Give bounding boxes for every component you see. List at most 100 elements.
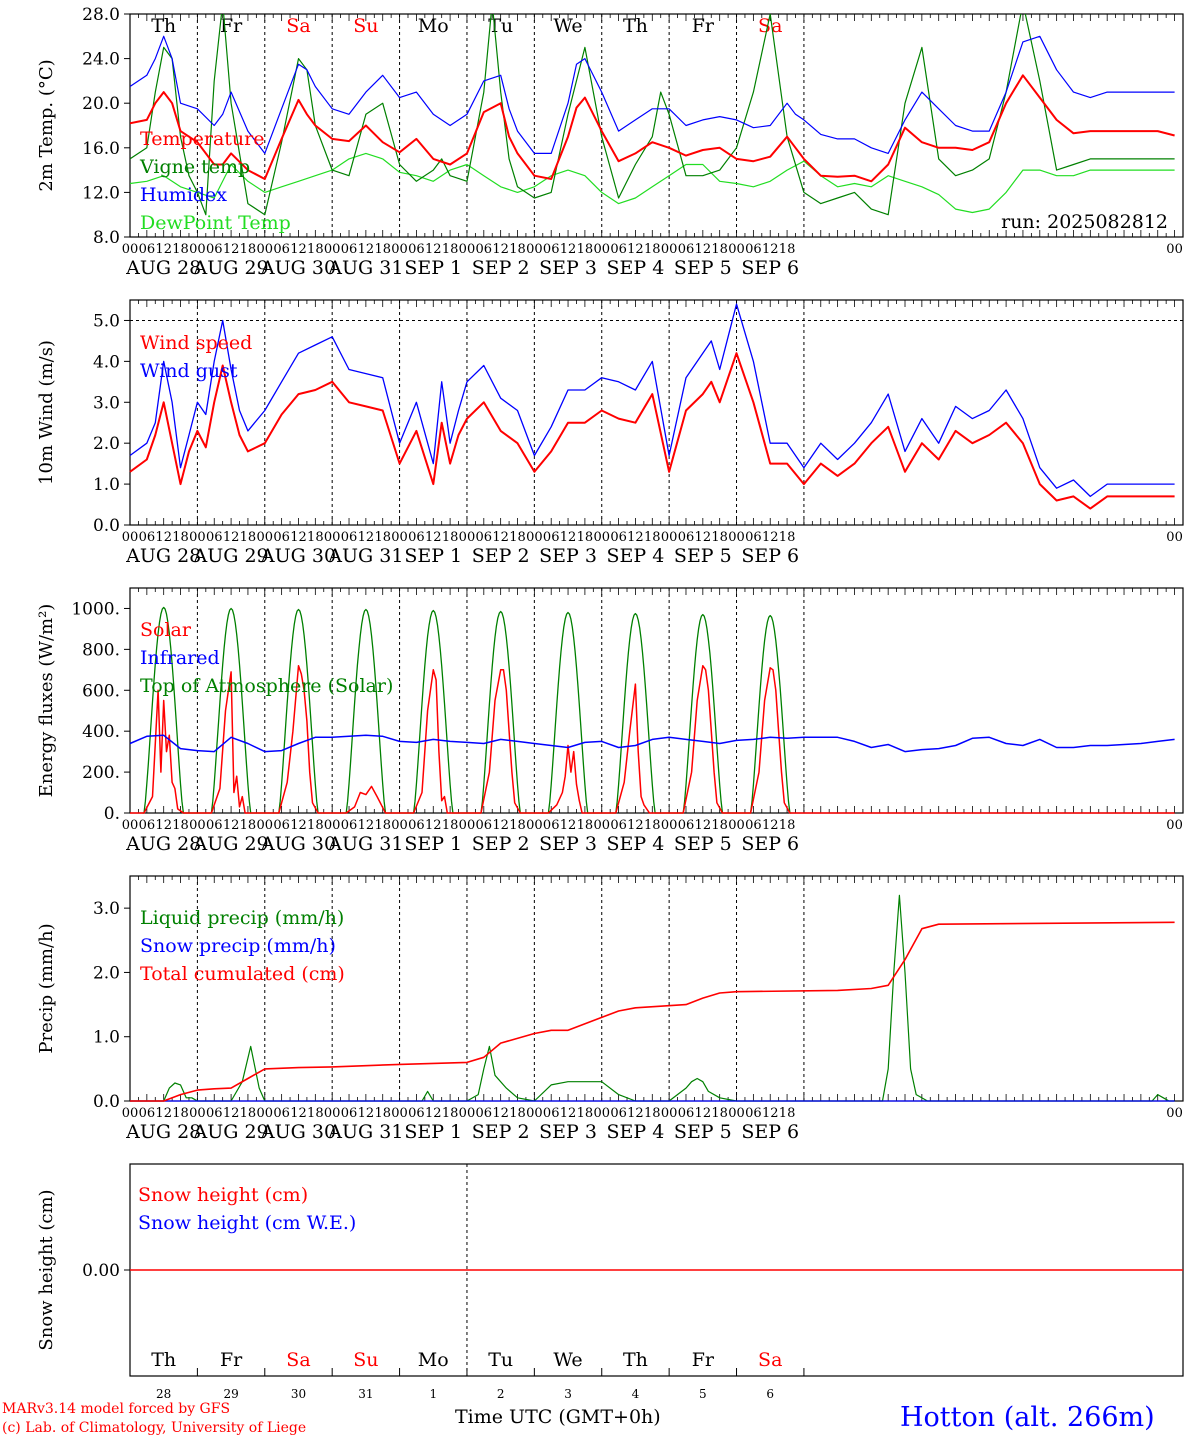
hour-tick-label: 00	[526, 818, 543, 833]
hour-tick-label: 12	[695, 242, 712, 257]
hour-tick-label: 06	[610, 818, 627, 833]
hour-tick-label: 00	[122, 1106, 139, 1121]
hour-tick-label: 06	[408, 818, 425, 833]
day-number-label: 2	[497, 1387, 505, 1401]
snow-y-label: Snow height (cm)	[36, 1189, 57, 1350]
hour-tick-label: 18	[644, 818, 661, 833]
day-number-label: 1	[429, 1387, 437, 1401]
hour-tick-label: 12	[425, 1106, 442, 1121]
hour-tick-label: 06	[678, 530, 695, 545]
hour-tick-label: 18	[644, 242, 661, 257]
date-label: AUG 31	[327, 257, 403, 279]
weekday-label: Th	[623, 1349, 648, 1371]
hour-tick-label: 12	[425, 818, 442, 833]
panel-0-frame	[129, 13, 1184, 238]
temp-y-tick-label: 20.0	[82, 94, 120, 114]
precip-legend-1: Snow precip (mm/h)	[140, 935, 336, 957]
hour-tick-label: 18	[172, 818, 189, 833]
hour-tick-label: 18	[374, 818, 391, 833]
hour-tick-label: 00	[1166, 818, 1183, 833]
hour-tick-label: 12	[492, 818, 509, 833]
weekday-label: Mo	[418, 1349, 449, 1371]
hour-tick-label: 18	[779, 530, 796, 545]
date-label: SEP 6	[741, 833, 799, 855]
hour-tick-label: 06	[678, 1106, 695, 1121]
date-label: SEP 1	[404, 833, 462, 855]
hour-tick-label: 06	[206, 818, 223, 833]
hour-tick-label: 06	[610, 242, 627, 257]
hour-tick-label: 18	[509, 818, 526, 833]
hour-tick-label: 12	[762, 530, 779, 545]
wind-line	[129, 352, 1175, 510]
cumulated-precip-line	[130, 921, 1175, 1102]
date-label: SEP 4	[607, 257, 665, 279]
date-label: SEP 6	[741, 1121, 799, 1143]
weekday-label: Fr	[220, 15, 243, 37]
hour-tick-label: 18	[374, 1106, 391, 1121]
energy-legend-0: Solar	[140, 619, 192, 641]
hour-tick-label: 12	[425, 242, 442, 257]
hour-tick-label: 00	[189, 1106, 206, 1121]
hour-tick-label: 00	[324, 818, 341, 833]
hour-tick-label: 12	[560, 1106, 577, 1121]
hour-tick-label: 12	[155, 1106, 172, 1121]
date-label: AUG 28	[125, 545, 201, 567]
energy-y-tick-label: 400.	[82, 722, 120, 742]
date-label: SEP 4	[607, 1121, 665, 1143]
hour-tick-label: 18	[442, 530, 459, 545]
hour-tick-label: 00	[526, 530, 543, 545]
hour-tick-label: 00	[189, 242, 206, 257]
wind-legend-0: Wind speed	[140, 332, 252, 354]
wind-y-tick-label: 3.0	[93, 393, 120, 413]
hour-tick-label: 00	[661, 1106, 678, 1121]
hour-tick-label: 12	[762, 1106, 779, 1121]
energy-legend-1: Infrared	[140, 647, 220, 669]
temp-legend-2: Humidex	[140, 184, 227, 206]
precip-y-tick-label: 2.0	[93, 963, 120, 983]
date-label: SEP 4	[607, 833, 665, 855]
hour-tick-label: 18	[509, 1106, 526, 1121]
hour-tick-label: 06	[273, 1106, 290, 1121]
precip-legend-0: Liquid precip (mm/h)	[140, 907, 344, 929]
hour-tick-label: 00	[324, 242, 341, 257]
day-number-label: 5	[699, 1387, 707, 1401]
hour-tick-label: 12	[762, 818, 779, 833]
hour-tick-label: 12	[155, 242, 172, 257]
date-label: SEP 2	[472, 1121, 530, 1143]
weekday-label: Th	[151, 1349, 176, 1371]
date-label: AUG 30	[260, 257, 336, 279]
wind-y-tick-label: 0.0	[93, 516, 120, 536]
hour-tick-label: 06	[543, 530, 560, 545]
date-label: SEP 1	[404, 1121, 462, 1143]
date-label: AUG 29	[193, 833, 269, 855]
hour-tick-label: 12	[627, 530, 644, 545]
weekday-label: Th	[151, 15, 176, 37]
day-number-label: 29	[223, 1387, 238, 1401]
hour-tick-label: 18	[240, 530, 257, 545]
hour-tick-label: 12	[358, 818, 375, 833]
hour-tick-label: 12	[290, 530, 307, 545]
date-label: SEP 4	[607, 545, 665, 567]
hour-tick-label: 06	[341, 1106, 358, 1121]
hour-tick-label: 18	[172, 1106, 189, 1121]
hour-tick-label: 12	[492, 242, 509, 257]
hour-tick-label: 00	[189, 818, 206, 833]
hour-tick-label: 18	[240, 1106, 257, 1121]
hour-tick-label: 12	[358, 1106, 375, 1121]
hour-tick-label: 18	[577, 530, 594, 545]
date-label: AUG 31	[327, 1121, 403, 1143]
hour-tick-label: 18	[240, 818, 257, 833]
hour-tick-label: 06	[543, 818, 560, 833]
hour-tick-label: 06	[476, 242, 493, 257]
wind-y-tick-label: 2.0	[93, 434, 120, 454]
energy-y-tick-label: 200.	[82, 763, 120, 783]
weekday-label: Sa	[758, 15, 782, 37]
hour-tick-label: 12	[762, 242, 779, 257]
hour-tick-label: 12	[223, 818, 240, 833]
weekday-label: Th	[623, 15, 648, 37]
temp-line-0	[130, 74, 1175, 183]
date-label: AUG 29	[193, 545, 269, 567]
hour-tick-label: 12	[155, 530, 172, 545]
precip-y-tick-label: 1.0	[93, 1028, 120, 1048]
temp-y-tick-label: 16.0	[82, 139, 120, 159]
